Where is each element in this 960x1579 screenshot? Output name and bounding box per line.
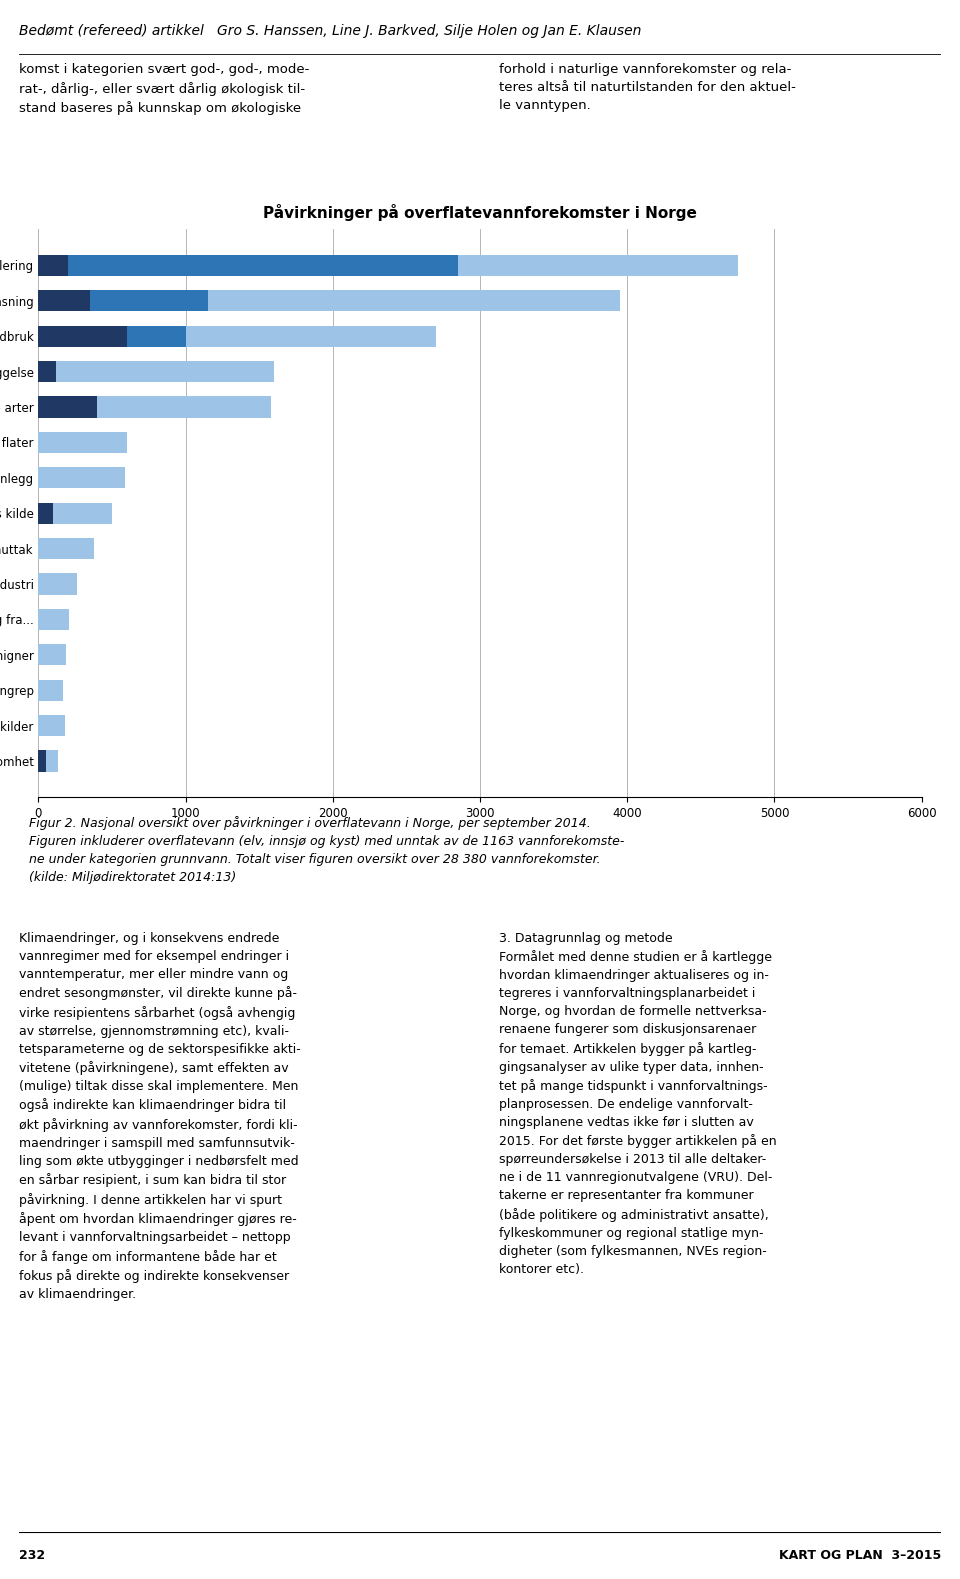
Text: Klimaendringer, og i konsekvens endrede
vannregimer med for eksempel endringer i: Klimaendringer, og i konsekvens endrede … [19,932,300,1301]
Bar [38,644,66,665]
Bar [38,502,53,524]
Bar [46,750,59,772]
Bar [38,325,127,347]
Bar [185,325,436,347]
Bar [38,609,69,630]
Bar [38,750,46,772]
Bar [38,538,94,559]
Text: forhold i naturlige vannforekomster og rela-
teres altså til naturtilstanden for: forhold i naturlige vannforekomster og r… [499,63,796,112]
Bar [53,502,112,524]
Bar [38,396,97,417]
Title: Påvirkninger på overflatevannforekomster i Norge: Påvirkninger på overflatevannforekomster… [263,204,697,221]
Bar [56,362,274,382]
Text: KART OG PLAN  3–2015: KART OG PLAN 3–2015 [779,1549,941,1562]
Text: Figur 2. Nasjonal oversikt over påvirkninger i overflatevann i Norge, per septem: Figur 2. Nasjonal oversikt over påvirkni… [29,816,624,884]
Bar [97,396,271,417]
Text: Bedømt (refereed) artikkel   Gro S. Hanssen, Line J. Barkved, Silje Holen og Jan: Bedømt (refereed) artikkel Gro S. Hansse… [19,24,641,38]
Bar [38,679,62,701]
Bar [68,254,458,276]
Bar [38,573,77,595]
Bar [90,291,207,311]
Bar [38,431,127,453]
Bar [38,362,56,382]
Bar [38,291,90,311]
Bar [38,467,125,488]
Bar [38,254,68,276]
Text: komst i kategorien svært god-, god-, mode-
rat-, dårlig-, eller svært dårlig øko: komst i kategorien svært god-, god-, mod… [19,63,309,115]
Text: 232: 232 [19,1549,45,1562]
Bar [127,325,185,347]
Text: 3. Datagrunnlag og metode
Formålet med denne studien er å kartlegge
hvordan klim: 3. Datagrunnlag og metode Formålet med d… [499,932,777,1276]
Bar [207,291,620,311]
Bar [38,715,65,736]
Bar [458,254,737,276]
